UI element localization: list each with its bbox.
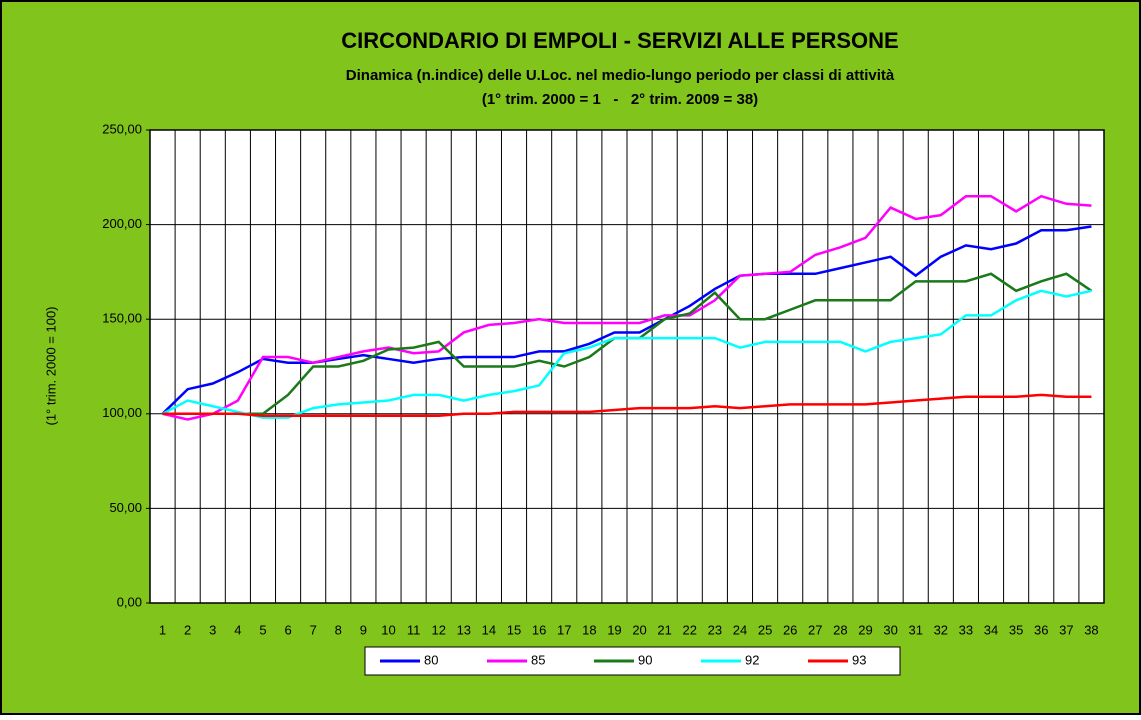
x-tick-label: 21 [657, 622, 671, 637]
line-series [162, 194, 1092, 421]
x-tick-label: 18 [582, 622, 596, 637]
y-tick-label: 100,00 [102, 405, 142, 420]
x-tick-label: 31 [908, 622, 922, 637]
x-tick-label: 20 [632, 622, 646, 637]
x-tick-label: 26 [783, 622, 797, 637]
x-tick-label: 1 [159, 622, 166, 637]
legend-label: 80 [424, 652, 438, 667]
x-tick-label: 37 [1059, 622, 1073, 637]
x-tick-label: 34 [984, 622, 998, 637]
plot-border [149, 129, 1105, 604]
y-tick-label: 0,00 [117, 594, 142, 609]
x-tick-label: 9 [360, 622, 367, 637]
x-tick-label: 15 [507, 622, 521, 637]
legend-label: 93 [852, 652, 866, 667]
x-tick-label: 4 [234, 622, 241, 637]
x-tick-label: 32 [934, 622, 948, 637]
x-tick-label: 17 [557, 622, 571, 637]
legend-label: 90 [638, 652, 652, 667]
x-tick-label: 13 [457, 622, 471, 637]
x-tick-label: 30 [883, 622, 897, 637]
x-tick-label: 8 [335, 622, 342, 637]
x-tick-label: 7 [310, 622, 317, 637]
x-tick-label: 29 [858, 622, 872, 637]
x-tick-label: 28 [833, 622, 847, 637]
chart-subtitle: Dinamica (n.indice) delle U.Loc. nel med… [346, 67, 895, 84]
x-tick-label: 10 [381, 622, 395, 637]
x-tick-label: 23 [708, 622, 722, 637]
x-tick-label: 11 [407, 622, 421, 637]
chart-title: CIRCONDARIO DI EMPOLI - SERVIZI ALLE PER… [341, 28, 898, 53]
x-tick-label: 24 [733, 622, 747, 637]
y-axis-label: (1° trim. 2000 = 100) [43, 306, 58, 425]
chart-subtitle: (1° trim. 2000 = 1 - 2° trim. 2009 = 38) [482, 91, 758, 108]
line-series [161, 289, 1092, 419]
x-tick-label: 35 [1009, 622, 1023, 637]
line-series [162, 393, 1092, 417]
x-tick-label: 25 [758, 622, 772, 637]
legend-label: 85 [531, 652, 545, 667]
x-tick-label: 27 [808, 622, 822, 637]
x-tick-label: 36 [1034, 622, 1048, 637]
x-tick-label: 6 [284, 622, 291, 637]
x-tick-label: 14 [482, 622, 496, 637]
y-tick-label: 250,00 [102, 121, 142, 136]
x-tick-label: 22 [683, 622, 697, 637]
x-tick-label: 38 [1084, 622, 1098, 637]
x-tick-label: 2 [184, 622, 191, 637]
y-tick-label: 50,00 [109, 500, 142, 515]
x-tick-label: 33 [959, 622, 973, 637]
x-tick-label: 19 [607, 622, 621, 637]
y-tick-label: 150,00 [102, 311, 142, 326]
x-tick-label: 16 [532, 622, 546, 637]
y-tick-label: 200,00 [102, 216, 142, 231]
legend-label: 92 [745, 652, 759, 667]
x-tick-label: 12 [431, 622, 445, 637]
x-tick-label: 5 [259, 622, 266, 637]
x-tick-label: 3 [209, 622, 216, 637]
